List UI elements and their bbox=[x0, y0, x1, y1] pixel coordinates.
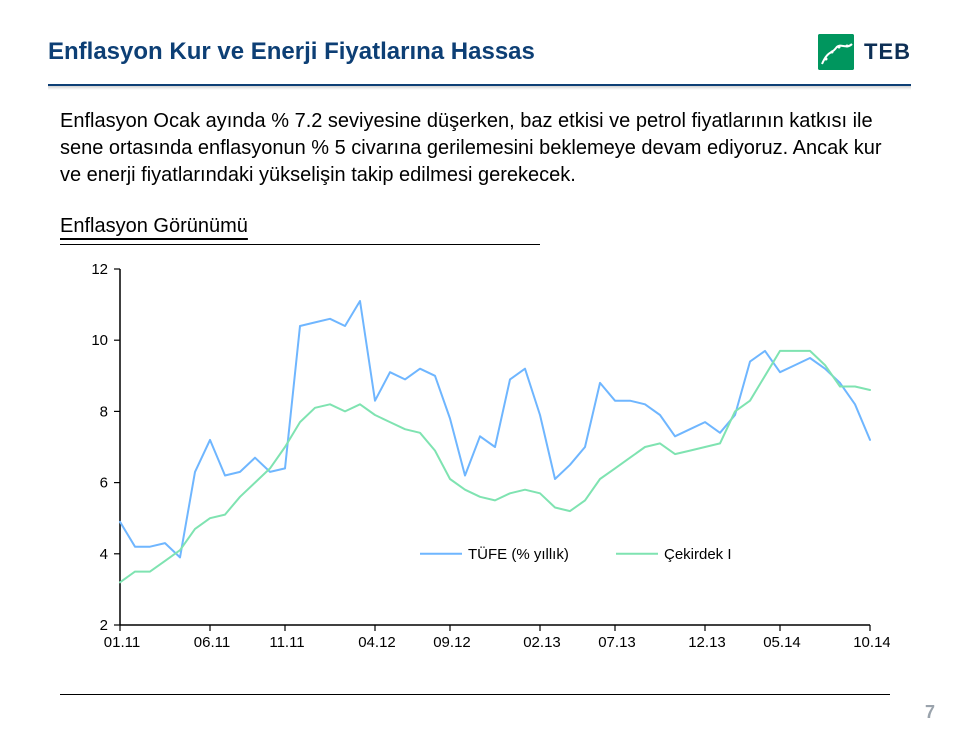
chart-title-row: Enflasyon Görünümü bbox=[60, 215, 540, 245]
svg-text:09.12: 09.12 bbox=[433, 634, 471, 651]
svg-text:02.13: 02.13 bbox=[523, 634, 561, 651]
svg-text:4: 4 bbox=[100, 546, 108, 563]
svg-text:06.11: 06.11 bbox=[194, 634, 230, 651]
svg-text:2: 2 bbox=[100, 617, 108, 634]
chart-title: Enflasyon Görünümü bbox=[60, 215, 540, 240]
svg-text:12: 12 bbox=[91, 261, 108, 278]
svg-text:12.13: 12.13 bbox=[688, 634, 726, 651]
svg-text:TÜFE (% yıllık): TÜFE (% yıllık) bbox=[468, 545, 569, 563]
header: Enflasyon Kur ve Enerji Fiyatlarına Hass… bbox=[48, 28, 911, 76]
brand-text: TEB bbox=[864, 39, 911, 65]
svg-text:01.11: 01.11 bbox=[104, 634, 140, 651]
chart: 2 4 6 8 10 12 01.11 06.11 11.11 04.12 09.12 02.13 07… bbox=[60, 255, 890, 695]
svg-text:11.11: 11.11 bbox=[269, 634, 304, 651]
brand-logo: TEB bbox=[818, 34, 911, 70]
body-paragraph: Enflasyon Ocak ayında % 7.2 seviyesine d… bbox=[60, 108, 899, 189]
brand-logo-icon bbox=[818, 34, 854, 70]
svg-text:10.14: 10.14 bbox=[853, 634, 890, 651]
svg-text:04.12: 04.12 bbox=[358, 634, 396, 651]
svg-text:10: 10 bbox=[91, 332, 108, 349]
page-title: Enflasyon Kur ve Enerji Fiyatlarına Hass… bbox=[48, 38, 535, 66]
svg-text:Çekirdek I: Çekirdek I bbox=[664, 546, 732, 563]
svg-text:05.14: 05.14 bbox=[763, 634, 801, 651]
page-number: 7 bbox=[925, 702, 935, 723]
svg-text:6: 6 bbox=[100, 475, 108, 492]
svg-text:8: 8 bbox=[100, 403, 108, 420]
svg-text:07.13: 07.13 bbox=[598, 634, 636, 651]
header-divider bbox=[48, 84, 911, 90]
